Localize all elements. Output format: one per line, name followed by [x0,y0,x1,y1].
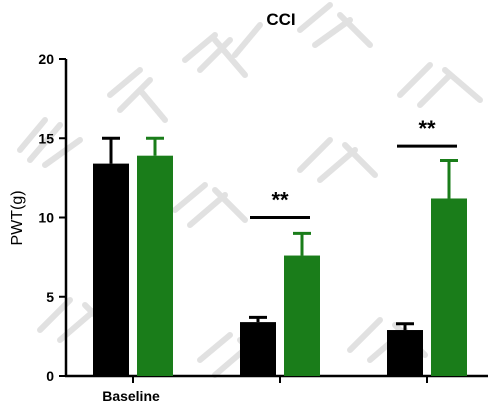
y-tick-label: 0 [46,368,54,384]
y-tick-label: 10 [38,210,54,226]
y-tick-label: 5 [46,289,54,305]
bar [240,322,276,376]
bar [431,198,467,376]
y-tick-label: 20 [38,51,54,67]
significance-label: ** [418,116,436,141]
bar [387,330,423,376]
y-tick-label: 15 [38,130,54,146]
bar [137,155,173,376]
y-axis-label: PWT(g) [9,190,26,245]
watermark [17,2,483,378]
plot-area: 0 5 10 15 20 Baseline ** ** [38,51,488,404]
significance-label: ** [271,188,289,213]
x-tick-label: Baseline [102,388,160,404]
bar [93,163,129,376]
chart-title: CCI [266,10,295,29]
bar [284,255,320,376]
